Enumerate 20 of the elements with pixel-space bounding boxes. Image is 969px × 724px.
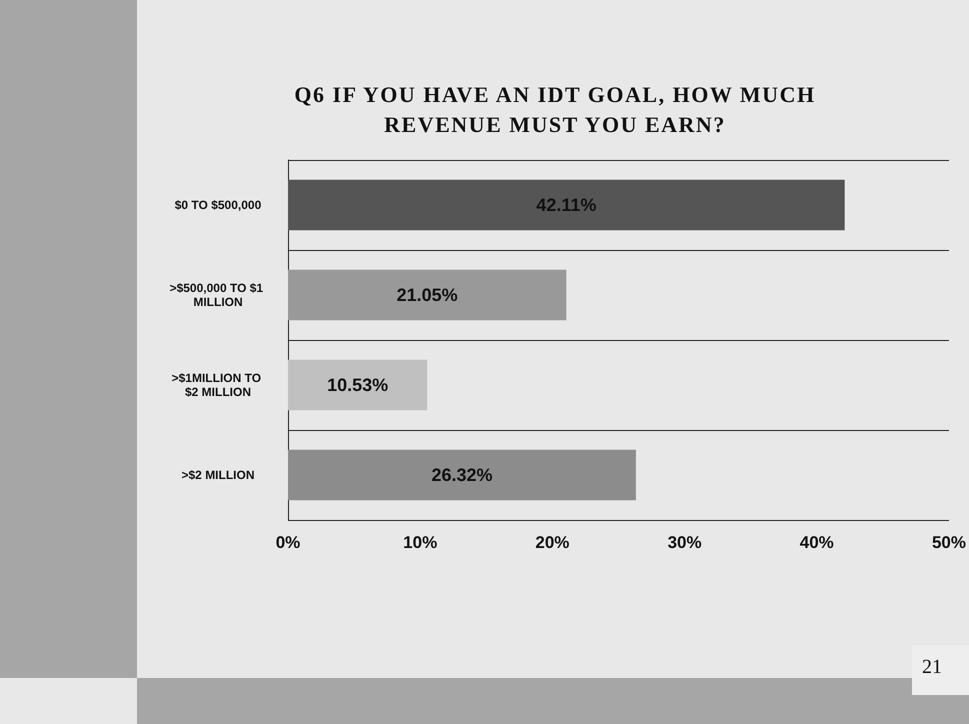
data-label: 21.05% [396, 285, 458, 305]
bar [288, 360, 428, 410]
x-tick-label: 10% [403, 533, 438, 552]
data-label: 42.11% [536, 195, 596, 215]
x-tick-label: 30% [668, 533, 702, 552]
data-label: 10.53% [327, 375, 388, 395]
text: 21 [922, 656, 942, 679]
y-tick-label: $0 TO $500,000 [174, 198, 262, 212]
bar [288, 180, 845, 230]
chart-title: Q6 IF YOU HAVE AN IDT GOAL, HOW MUCH REVENUE MUST YOU EARN? [293, 81, 817, 139]
x-tick-label: 40% [800, 533, 834, 552]
x-tick-label: 0% [276, 533, 300, 552]
bar [288, 450, 636, 500]
bar [288, 270, 566, 320]
y-tick-label: >$1MILLION TO $2 MILLION [172, 371, 264, 399]
y-tick-label: >$500,000 TO $1 MILLION [170, 281, 266, 309]
x-tick-label: 50% [932, 533, 966, 552]
x-tick-label: 20% [535, 533, 570, 552]
data-label: 26.32% [431, 465, 493, 485]
y-tick-label: >$2 MILLION [181, 468, 255, 482]
